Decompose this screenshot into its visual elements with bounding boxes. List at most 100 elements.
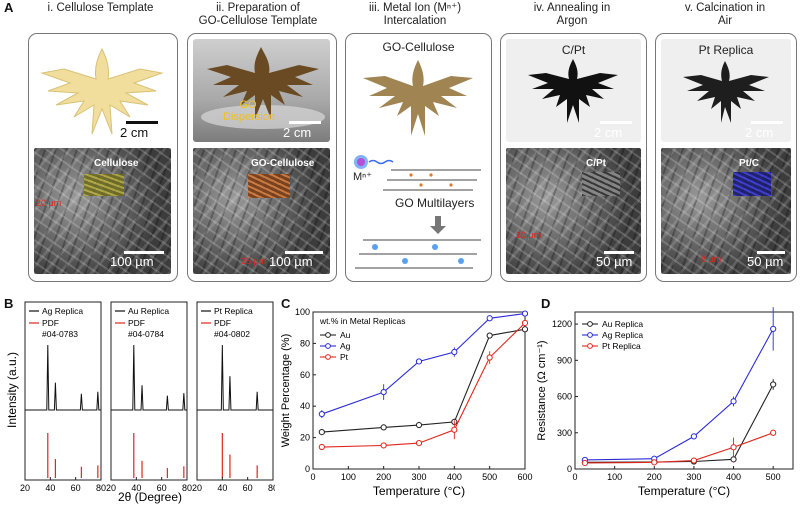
legend-marker-C-1 [325, 343, 331, 349]
plot-frame-D [574, 311, 794, 470]
xrd-frame-2 [196, 301, 274, 481]
go-multilayers-label: GO Multilayers [395, 196, 475, 210]
panel-d-letter: D [541, 296, 551, 311]
sem-scale-1: 100 µm [110, 254, 154, 269]
go-cellulose-label: GO-Cellulose [382, 40, 455, 54]
xrd-legend-replica-0: Ag Replica [42, 306, 83, 316]
point-C-0-5 [521, 326, 529, 333]
y-tick-label-D-0: 0 [567, 464, 572, 474]
legend-marker-C-2 [325, 354, 331, 360]
xrd-tick-label-1-3: 80 [182, 483, 192, 493]
cellulose-photo: 2 cm [34, 39, 171, 142]
point-C-2-2 [415, 439, 423, 447]
pt-c-sem-image: Pt/C 8 µm 50 µm [661, 148, 791, 274]
sem-scale-4: 50 µm [596, 254, 633, 269]
c-pt-sem-image: C/Pt 10 µm 50 µm [506, 148, 641, 274]
xrd-pattern-2 [197, 344, 273, 411]
x-tick-label-C-4: 400 [447, 472, 462, 482]
series-line-C-0 [321, 328, 526, 433]
point-D-2-0 [581, 459, 589, 467]
sem-label-2: GO-Cellulose [251, 158, 315, 169]
y-tick-label-C-3: 60 [300, 370, 310, 380]
xrd-pattern-1 [111, 344, 187, 411]
point-D-0-3 [730, 456, 737, 463]
xrd-chart: Intensity (a.u.) 2θ (Degree) Ag Replica P… [5, 301, 275, 504]
step-2-title: ii. Preparation of GO-Cellulose Template [198, 2, 318, 27]
xrd-legend-pdf-1: PDF [128, 318, 145, 328]
go-dispersion-photo: GO Dispersion 2 cm [193, 39, 330, 142]
x-tick-label-C-2: 200 [376, 472, 391, 482]
point-D-1-2 [690, 433, 698, 440]
xrd-tick-label-0-1: 40 [45, 483, 55, 493]
xlabel-D: Temperature (°C) [638, 484, 730, 498]
step-1-title: i. Cellulose Template [47, 2, 154, 14]
point-C-2-3 [451, 426, 458, 433]
sem-label-4: C/Pt [586, 158, 606, 169]
x-tick-label-D-3: 300 [686, 472, 701, 482]
y-tick-label-D-4: 1200 [552, 319, 572, 329]
step-3-title: iii. Metal Ion (Mⁿ⁺) Intercalation [368, 2, 462, 27]
legend-label-C-1: Ag [340, 341, 351, 351]
legend-title-C: wt.% in Metal Replicas [319, 316, 406, 326]
x-tick-label-D-0: 0 [572, 472, 577, 482]
y-tick-label-D-2: 600 [557, 392, 572, 402]
photo-scale-3: 2 cm [439, 124, 468, 139]
xrd-ylabel: Intensity (a.u.) [5, 352, 19, 428]
xrd-legend-code-1: #04-0784 [128, 329, 164, 339]
y-tick-label-C-4: 80 [300, 338, 310, 348]
step-4-frame: C/Pt 2 cm C/Pt 10 µm 50 µm [500, 33, 647, 282]
legend-label-D-2: Pt Replica [602, 341, 641, 351]
bird-template-icon [40, 47, 164, 135]
xrd-frame-0 [24, 301, 102, 481]
x-tick-label-D-2: 200 [647, 472, 662, 482]
xrd-tick-label-2-0: 20 [192, 483, 202, 493]
pt-replica-label: Pt Replica [698, 43, 754, 57]
y-tick-label-C-1: 20 [300, 433, 310, 443]
y-tick-label-D-3: 900 [557, 355, 572, 365]
point-D-2-2 [690, 457, 698, 464]
point-C-0-1 [380, 424, 387, 431]
point-D-2-3 [730, 444, 737, 451]
point-C-1-5 [521, 310, 529, 317]
c-pt-label: C/Pt [561, 43, 586, 57]
step-1-frame: 2 cm Cellulose 20 µm 100 µm [28, 33, 178, 282]
xrd-frame-1 [110, 301, 188, 481]
sem-note-5: 8 µm [701, 254, 722, 264]
point-D-2-1 [651, 459, 658, 466]
step-3-frame: GO-Cellulose 2 cm Mⁿ⁺ GO Multilayers [345, 33, 492, 282]
panel-b-letter: B [4, 296, 14, 311]
y-tick-label-C-5: 100 [295, 307, 310, 317]
sem-note-1: 20 µm [36, 198, 62, 208]
step-2-frame: GO Dispersion 2 cm GO-Cellulose 25 µm 10… [187, 33, 337, 282]
point-C-1-2 [415, 358, 423, 365]
x-tick-label-C-1: 100 [341, 472, 356, 482]
y-tick-label-D-1: 300 [557, 428, 572, 438]
sem-note-2: 25 µm [241, 256, 267, 266]
x-tick-label-C-0: 0 [310, 472, 315, 482]
x-tick-label-C-3: 300 [411, 472, 426, 482]
point-C-2-0 [318, 443, 325, 451]
series-line-D-0 [584, 384, 774, 463]
go-cellulose-photo: 2 cm [351, 56, 486, 142]
legend-marker-D-1 [587, 332, 593, 338]
point-C-2-5 [521, 319, 529, 327]
xrd-legend-code-0: #04-0783 [42, 329, 78, 339]
x-tick-label-C-5: 500 [482, 472, 497, 482]
xrd-tick-label-2-3: 80 [268, 483, 275, 493]
intercalation-diagram: Mⁿ⁺ GO Multilayers [351, 148, 486, 274]
go-dispersion-label: GO Dispersion [223, 99, 275, 123]
point-D-1-3 [730, 398, 737, 405]
legend-label-D-1: Ag Replica [602, 330, 643, 340]
panel-a-letter: A [4, 0, 14, 15]
point-C-0-2 [415, 421, 423, 429]
series-line-C-2 [321, 322, 526, 448]
xrd-legend-pdf-0: PDF [42, 318, 59, 328]
point-C-2-1 [380, 442, 387, 449]
fiber-overlay-2 [248, 174, 290, 198]
xrd-tick-label-1-0: 20 [106, 483, 116, 493]
xrd-xlabel: 2θ (Degree) [118, 490, 182, 504]
pt-replica-photo: Pt Replica 2 cm [661, 39, 791, 142]
go-cellulose-sem-image: GO-Cellulose 25 µm 100 µm [193, 148, 330, 274]
point-D-1-4 [770, 325, 777, 333]
photo-scale-4: 2 cm [594, 125, 623, 140]
